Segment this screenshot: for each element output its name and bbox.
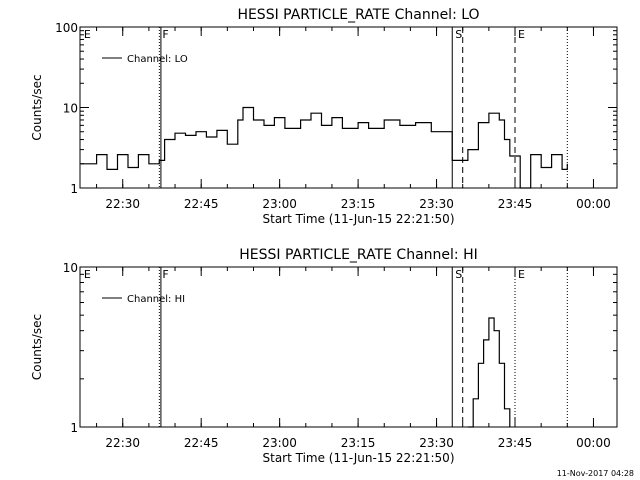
x-tick-label: 22:45 bbox=[184, 197, 219, 211]
y-axis-label: Counts/sec bbox=[30, 74, 44, 140]
event-marker-label: E bbox=[518, 268, 525, 281]
x-tick-label: 22:45 bbox=[184, 436, 219, 450]
y-tick-label: 10 bbox=[63, 261, 78, 275]
event-marker-label: F bbox=[162, 28, 168, 41]
x-tick-label: 22:30 bbox=[105, 197, 140, 211]
legend-label: Channel: HI bbox=[127, 294, 185, 305]
y-tick-label: 10 bbox=[63, 102, 78, 116]
x-axis-label: Start Time (11-Jun-15 22:21:50) bbox=[263, 212, 455, 226]
chart-panel-hi: HESSI PARTICLE_RATE Channel: HI Counts/se… bbox=[30, 247, 618, 465]
event-marker-label: S bbox=[455, 268, 462, 281]
event-marker-label: S bbox=[455, 28, 462, 41]
series-line bbox=[80, 106, 568, 189]
x-tick-label: 23:45 bbox=[498, 436, 533, 450]
x-tick-label: 23:00 bbox=[262, 197, 297, 211]
y-tick-label: 1 bbox=[70, 182, 78, 196]
chart-title: HESSI PARTICLE_RATE Channel: LO bbox=[237, 7, 479, 23]
event-marker-label: E bbox=[84, 28, 91, 41]
x-tick-label: 23:45 bbox=[498, 197, 533, 211]
series-line bbox=[467, 317, 511, 428]
legend-label: Channel: LO bbox=[127, 54, 188, 65]
plot-frame bbox=[79, 266, 618, 428]
event-marker-label: F bbox=[162, 268, 168, 281]
event-marker-label: E bbox=[518, 28, 525, 41]
x-tick-label: 23:15 bbox=[341, 197, 376, 211]
chart-title: HESSI PARTICLE_RATE Channel: HI bbox=[239, 247, 477, 263]
x-tick-label: 23:00 bbox=[262, 436, 297, 450]
x-tick-label: 23:30 bbox=[419, 436, 454, 450]
y-tick-label: 100 bbox=[55, 21, 78, 35]
x-tick-label: 23:15 bbox=[341, 436, 376, 450]
event-marker-label: E bbox=[84, 268, 91, 281]
x-axis-label: Start Time (11-Jun-15 22:21:50) bbox=[263, 451, 455, 465]
x-tick-label: 23:30 bbox=[419, 197, 454, 211]
chart-panel-lo: HESSI PARTICLE_RATE Channel: LO Counts/se… bbox=[30, 7, 618, 226]
x-tick-label: 00:00 bbox=[576, 436, 611, 450]
y-tick-label: 1 bbox=[70, 421, 78, 435]
footer-timestamp: 11-Nov-2017 04:28 bbox=[557, 469, 634, 478]
y-axis-label: Counts/sec bbox=[30, 314, 44, 380]
x-tick-label: 22:30 bbox=[105, 436, 140, 450]
x-tick-label: 00:00 bbox=[576, 197, 611, 211]
